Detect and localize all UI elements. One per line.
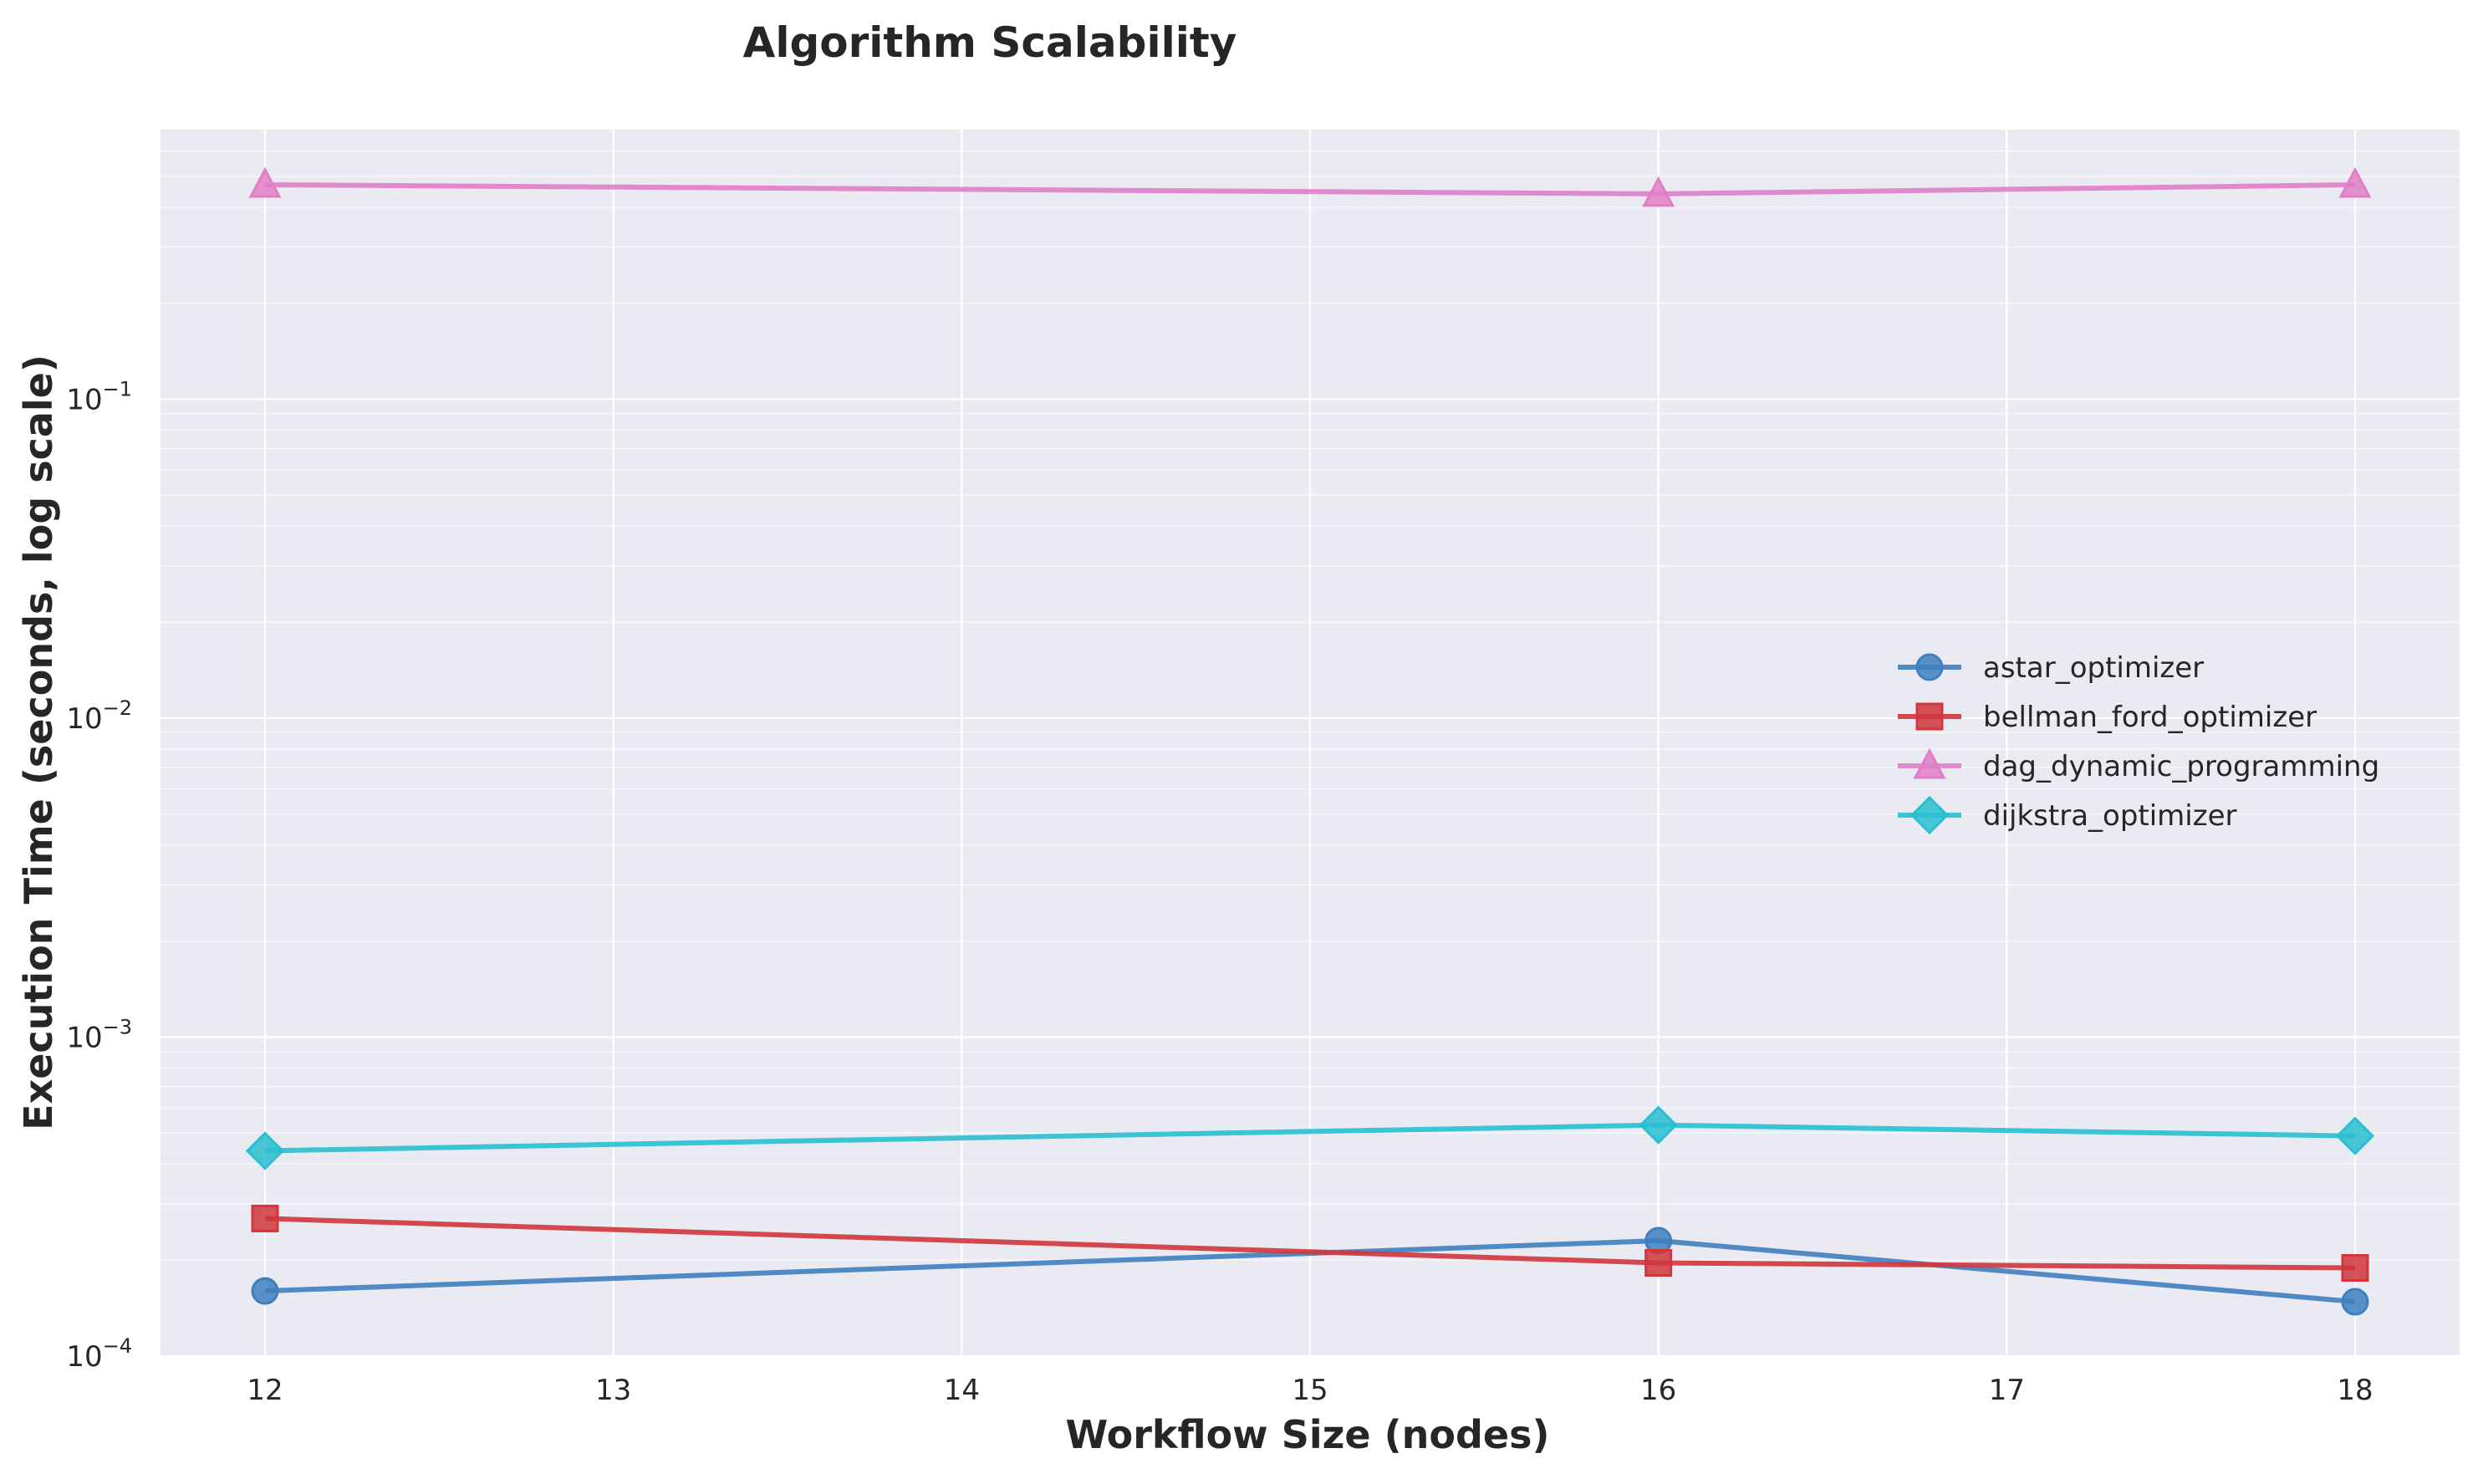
- y-tick-label: 10−3: [66, 1015, 132, 1054]
- y-tick-label: 10−1: [66, 377, 132, 416]
- series-dijkstra_optimizer: [245, 1105, 2375, 1170]
- series-dag_dynamic_programming: [248, 166, 2372, 207]
- data-point: [245, 1131, 285, 1170]
- data-point: [251, 1277, 279, 1305]
- chart-title: Algorithm Scalability: [743, 18, 1237, 67]
- legend-label: dijkstra_optimizer: [1983, 799, 2237, 833]
- legend-entry: astar_optimizer: [1898, 651, 2204, 685]
- legend-marker: [1915, 653, 1944, 681]
- data-point: [248, 166, 282, 198]
- legend-entry: dijkstra_optimizer: [1898, 795, 2237, 835]
- x-tick-labels: 12 13 14 15 16 17 18: [247, 1374, 2373, 1407]
- legend-marker: [1915, 702, 1944, 731]
- legend-entry: bellman_ford_optimizer: [1898, 701, 2317, 734]
- series-astar_optimizer: [251, 1226, 2369, 1316]
- y-tick-label: 10−4: [66, 1334, 132, 1374]
- legend-entry: dag_dynamic_programming: [1898, 747, 2379, 783]
- legend-marker: [1913, 747, 1946, 779]
- data-point: [251, 1204, 279, 1232]
- series-bellman_ford_optimizer: [251, 1204, 2369, 1283]
- y-tick-labels: 10−4 10−3 10−2 10−1: [66, 377, 132, 1374]
- data-point: [1644, 1248, 1673, 1277]
- x-axis-label: Workflow Size (nodes): [1066, 1412, 1550, 1457]
- y-tick-label: 10−2: [66, 696, 132, 736]
- legend-label: astar_optimizer: [1983, 651, 2204, 685]
- x-tick-label: 13: [595, 1374, 631, 1407]
- legend: astar_optimizer bellman_ford_optimizerdag…: [1898, 651, 2379, 835]
- data-point: [2341, 1288, 2369, 1316]
- legend-marker: [1909, 795, 1950, 835]
- y-axis-label: Execution Time (seconds, log scale): [16, 354, 61, 1130]
- data-point: [2341, 1254, 2369, 1283]
- x-tick-label: 12: [247, 1374, 283, 1407]
- data-point: [1639, 1105, 1678, 1145]
- x-tick-label: 15: [1292, 1374, 1328, 1407]
- grid: [161, 130, 2460, 1358]
- data-point: [2335, 1116, 2375, 1155]
- x-tick-label: 16: [1640, 1374, 1676, 1407]
- x-tick-label: 17: [1989, 1374, 2025, 1407]
- x-tick-label: 14: [944, 1374, 980, 1407]
- data-point: [1642, 176, 1675, 207]
- legend-label: dag_dynamic_programming: [1983, 750, 2379, 783]
- legend-label: bellman_ford_optimizer: [1983, 701, 2317, 734]
- data-point: [2338, 166, 2372, 198]
- x-tick-label: 18: [2337, 1374, 2373, 1407]
- series-layer: [245, 166, 2375, 1316]
